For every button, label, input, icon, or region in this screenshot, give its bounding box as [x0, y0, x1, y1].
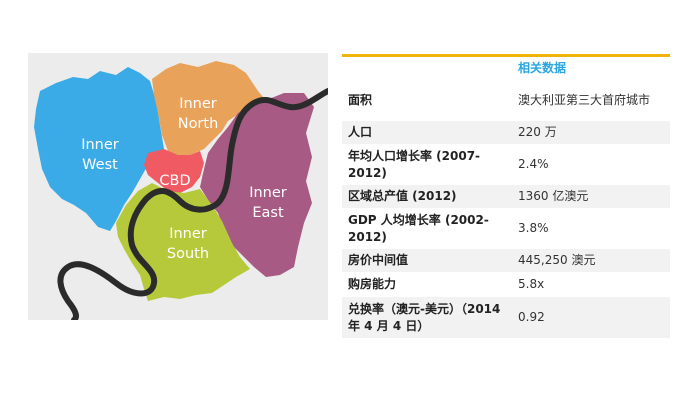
svg-text:Inner: Inner — [169, 226, 207, 242]
row-label: GDP 人均增长率 (2002-2012) — [348, 212, 489, 244]
svg-text:CBD: CBD — [159, 173, 190, 189]
table-row: 年均人口增长率 (2007-2012) 2.4% — [342, 145, 670, 185]
region-inner-west[interactable] — [34, 67, 164, 231]
region-inner-north[interactable] — [152, 61, 268, 155]
row-value: 0.92 — [518, 310, 545, 324]
table-row: 人口 220 万 — [342, 121, 670, 145]
label-cbd: CBD — [159, 173, 190, 189]
data-table: 相关数据 面积 澳大利亚第三大首府城市 人口 220 万 年均人口增长率 (20… — [342, 54, 670, 339]
row-label: 面积 — [348, 93, 373, 107]
row-label: 房价中间值 — [348, 253, 409, 267]
row-label: 购房能力 — [348, 277, 397, 291]
svg-text:East: East — [252, 205, 284, 221]
brisbane-map: Inner West Inner North CBD Inner East In… — [28, 53, 328, 320]
table-header-row: 相关数据 — [342, 57, 670, 81]
row-label: 年均人口增长率 (2007-2012) — [348, 148, 481, 180]
svg-text:North: North — [178, 116, 219, 132]
row-value: 1360 亿澳元 — [518, 189, 589, 203]
table-row: 兑换率（澳元-美元）（2014 年 4 月 4 日） 0.92 — [342, 297, 670, 339]
label-inner-west: Inner West — [81, 137, 119, 173]
label-inner-south: Inner South — [167, 226, 209, 262]
region-inner-east[interactable] — [200, 93, 314, 277]
row-value: 澳大利亚第三大首府城市 — [518, 93, 651, 107]
svg-text:Inner: Inner — [179, 96, 217, 112]
table-row: 面积 澳大利亚第三大首府城市 — [342, 81, 670, 121]
row-label: 区域总产值 (2012) — [348, 189, 457, 203]
row-value: 5.8x — [518, 277, 545, 291]
row-value: 3.8% — [518, 221, 549, 235]
label-inner-east: Inner East — [249, 185, 287, 221]
row-label: 人口 — [348, 125, 373, 139]
table-row: GDP 人均增长率 (2002-2012) 3.8% — [342, 209, 670, 249]
row-label: 兑换率（澳元-美元）（2014 年 4 月 4 日） — [348, 301, 501, 333]
table-row: 房价中间值 445,250 澳元 — [342, 249, 670, 273]
table-row: 购房能力 5.8x — [342, 273, 670, 297]
table-header-spacer — [342, 57, 512, 80]
table-header: 相关数据 — [518, 61, 567, 75]
region-cbd[interactable] — [144, 149, 204, 193]
svg-text:Inner: Inner — [249, 185, 287, 201]
svg-text:South: South — [167, 246, 209, 262]
svg-text:West: West — [82, 157, 118, 173]
row-value: 445,250 澳元 — [518, 253, 596, 267]
map-svg: Inner West Inner North CBD Inner East In… — [34, 61, 328, 320]
river — [57, 88, 328, 320]
label-inner-north: Inner North — [178, 96, 219, 132]
row-value: 220 万 — [518, 125, 557, 139]
table-row: 区域总产值 (2012) 1360 亿澳元 — [342, 185, 670, 209]
svg-text:Inner: Inner — [81, 137, 119, 153]
row-value: 2.4% — [518, 157, 549, 171]
